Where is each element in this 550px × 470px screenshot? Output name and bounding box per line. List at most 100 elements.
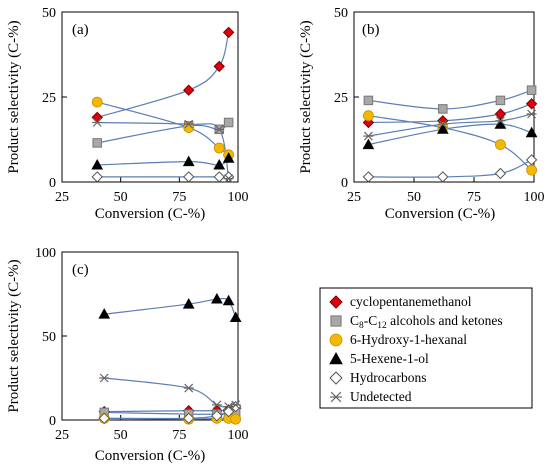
data-point-undetected-b bbox=[363, 131, 374, 141]
y-tick-label-b: 25 bbox=[334, 91, 348, 106]
trend-line-alcohols_ketones-b bbox=[368, 89, 532, 110]
x-tick-label-c: 50 bbox=[114, 428, 128, 443]
data-point-undetected-c bbox=[211, 400, 222, 410]
data-point-hydroxyhexanal-a bbox=[183, 122, 195, 133]
legend-marker-hexenol bbox=[329, 351, 343, 365]
x-axis-title-c: Conversion (C-%) bbox=[95, 448, 205, 464]
data-point-hexenol-a bbox=[182, 155, 195, 167]
x-tick-label-b: 100 bbox=[524, 190, 545, 205]
data-point-undetected-c bbox=[230, 400, 241, 410]
trend-line-hexenol-a bbox=[97, 157, 230, 166]
legend-label-undetected: Undetected bbox=[350, 389, 412, 404]
data-point-hydrocarbons-a bbox=[222, 171, 235, 183]
panel-label-c: (c) bbox=[72, 262, 89, 278]
plot-area-b bbox=[353, 11, 535, 183]
trend-curves-c bbox=[104, 297, 237, 420]
x-tick-label-a: 50 bbox=[114, 190, 128, 205]
legend-c8-prefix: C bbox=[350, 313, 359, 328]
legend-c8-sub: 8 bbox=[359, 321, 364, 331]
y-tick-label-a: 0 bbox=[49, 176, 56, 191]
legend-marker-hydrocarbons bbox=[329, 371, 343, 385]
y-tick-label-c: 100 bbox=[35, 246, 56, 261]
legend-label-hydroxyhexanal: 6-Hydroxy-1-hexanal bbox=[350, 332, 467, 347]
y-tick-label-a: 50 bbox=[42, 6, 56, 21]
x-tick-label-c: 100 bbox=[228, 428, 249, 443]
legend-marker-hydroxyhexanal bbox=[329, 333, 343, 347]
data-point-hexenol-b bbox=[525, 126, 538, 138]
data-point-hexenol-c bbox=[211, 293, 223, 304]
legend-box bbox=[319, 287, 533, 409]
data-point-cyclopentanemethanol-b bbox=[525, 98, 538, 110]
x-tick-label-a: 100 bbox=[228, 190, 249, 205]
data-point-hydroxyhexanal-a bbox=[91, 96, 103, 108]
legend-label-alcohols-ketones: C8-C12 alcohols and ketones bbox=[350, 313, 503, 331]
data-point-hexenol-c bbox=[98, 308, 111, 319]
x-axis-title-b: Conversion (C-%) bbox=[385, 206, 495, 222]
data-point-cyclopentanemethanol-a bbox=[213, 60, 225, 73]
x-tick-label-a: 75 bbox=[172, 190, 186, 205]
data-point-hydrocarbons-c bbox=[98, 412, 110, 425]
x-axis-title-a: Conversion (C-%) bbox=[95, 206, 205, 222]
data-point-hydrocarbons-b bbox=[494, 167, 507, 180]
data-point-undetected-a bbox=[223, 174, 234, 184]
data-point-hydroxyhexanal-b bbox=[362, 110, 374, 122]
data-marks-c bbox=[98, 293, 242, 425]
data-point-undetected-b bbox=[495, 116, 506, 126]
data-point-undetected-c bbox=[183, 383, 194, 393]
trend-line-hydroxyhexanal-a bbox=[97, 101, 229, 156]
x-tick-label-b: 50 bbox=[407, 190, 421, 205]
data-point-alcohols_ketones-a bbox=[92, 138, 102, 148]
data-point-hexenol-c bbox=[229, 311, 242, 323]
trend-line-alcohols_ketones-a bbox=[97, 122, 230, 144]
legend-marker-alcohols_ketones bbox=[330, 315, 342, 327]
data-point-hydrocarbons-a bbox=[183, 171, 195, 183]
panel-label-b: (b) bbox=[362, 22, 380, 38]
data-point-undetected-a bbox=[183, 119, 194, 129]
data-point-undetected-b bbox=[526, 109, 537, 119]
data-point-alcohols_ketones-a bbox=[223, 117, 234, 128]
x-tick-label-c: 25 bbox=[55, 428, 69, 443]
trend-line-hydrocarbons-b bbox=[368, 159, 532, 178]
data-point-hydroxyhexanal-b bbox=[526, 164, 537, 176]
data-point-hexenol-a bbox=[91, 158, 104, 170]
legend-marker-undetected bbox=[330, 391, 342, 403]
data-point-hydrocarbons-b bbox=[525, 154, 538, 166]
data-point-hydroxyhexanal-a bbox=[213, 142, 225, 154]
x-tick-label-b: 25 bbox=[347, 190, 361, 205]
data-point-undetected-a bbox=[214, 124, 225, 134]
y-tick-label-b: 0 bbox=[341, 176, 348, 191]
legend-c12-sub: 12 bbox=[377, 321, 387, 331]
data-point-hydroxyhexanal-b bbox=[494, 139, 506, 151]
trend-line-cyclopentanemethanol-a bbox=[97, 32, 230, 118]
y-axis-title-a: Product selectivity (C-%) bbox=[6, 20, 22, 173]
trend-line-undetected-c bbox=[104, 377, 236, 408]
data-point-undetected-b bbox=[437, 119, 448, 129]
legend: cyclopentanemethanol C8-C12 alcohols and… bbox=[319, 287, 533, 409]
data-point-undetected-c bbox=[223, 402, 234, 411]
trend-line-undetected-a bbox=[97, 121, 230, 179]
data-point-undetected-c bbox=[99, 373, 110, 383]
data-point-hexenol-b bbox=[362, 138, 375, 150]
data-point-hydroxyhexanal-c bbox=[230, 413, 242, 425]
y-axis-title-c: Product selectivity (C-%) bbox=[6, 259, 22, 412]
data-point-undetected-a bbox=[92, 118, 103, 127]
data-point-hydrocarbons-b bbox=[362, 171, 375, 183]
y-tick-label-a: 25 bbox=[42, 91, 56, 106]
legend-label-hydrocarbons: Hydrocarbons bbox=[350, 370, 426, 385]
data-point-alcohols_ketones-b bbox=[438, 104, 448, 114]
data-point-alcohols_ketones-b bbox=[526, 85, 537, 95]
trend-curves-a bbox=[97, 32, 230, 179]
y-axis-title-b: Product selectivity (C-%) bbox=[298, 20, 314, 173]
data-point-cyclopentanemethanol-a bbox=[222, 26, 235, 39]
data-point-hexenol-a bbox=[213, 158, 226, 170]
data-marks-b bbox=[362, 85, 538, 183]
legend-marker-cyclopentanemethanol bbox=[329, 295, 343, 309]
trend-curves-b bbox=[368, 89, 532, 178]
data-point-hydrocarbons-b bbox=[437, 171, 449, 183]
legend-label-hexenol: 5-Hexene-1-ol bbox=[350, 351, 429, 366]
legend-c12-mid: -C bbox=[364, 313, 378, 328]
axis-ticks-c: 25 50 75 100 0 50 100 bbox=[35, 246, 249, 443]
